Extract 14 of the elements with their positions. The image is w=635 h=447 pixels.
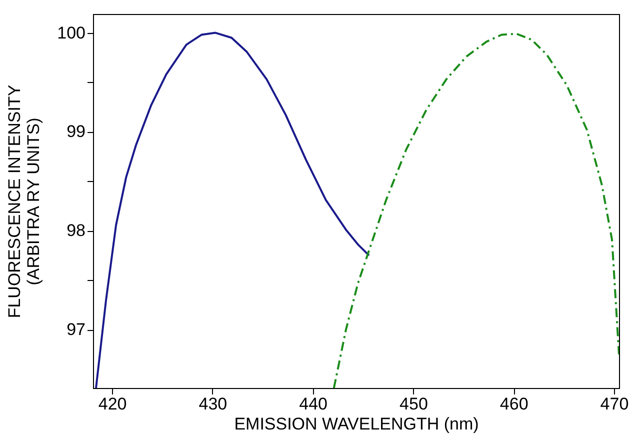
x-tick-label: 470 xyxy=(600,394,629,414)
y-tick-label: 98 xyxy=(66,221,86,240)
line-series xyxy=(332,32,619,388)
x-tick-label: 460 xyxy=(500,394,528,414)
x-axis-title: EMISSION WAVELENGTH (nm) xyxy=(234,414,479,434)
y-tick-label: 97 xyxy=(66,320,86,340)
x-tick-label: 420 xyxy=(98,394,127,414)
y-axis-title: FLUORESCENCE INTENSITY (ARBITRA RY UNITS) xyxy=(5,84,44,318)
y-tick-label: 100 xyxy=(57,23,86,42)
y-tick-label: 99 xyxy=(66,122,86,142)
x-tick-label: 450 xyxy=(400,394,428,414)
x-tick-label: 440 xyxy=(299,394,328,414)
line-series xyxy=(95,32,370,388)
x-tick-label: 430 xyxy=(198,394,228,414)
